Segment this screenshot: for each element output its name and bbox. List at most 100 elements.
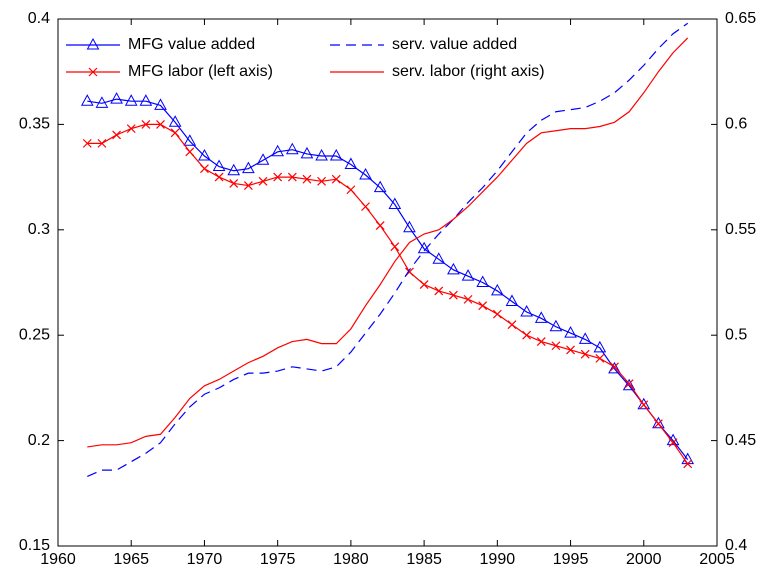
marker-x: [214, 172, 224, 182]
legend-marker: [88, 67, 98, 77]
marker-triangle: [124, 94, 138, 106]
marker-x: [258, 176, 268, 186]
marker-x: [390, 242, 400, 252]
x-tick-label: 1980: [333, 551, 369, 568]
marker-x: [551, 341, 561, 351]
marker-triangle: [183, 134, 197, 146]
x-tick-label: 1995: [553, 551, 589, 568]
marker-x: [434, 286, 444, 296]
marker-x: [419, 280, 429, 290]
marker-triangle: [242, 161, 255, 174]
marker-triangle: [315, 148, 328, 161]
marker-triangle: [403, 220, 416, 233]
legend-label: serv. labor (right axis): [392, 63, 545, 80]
legend-label: MFG labor (left axis): [128, 63, 273, 80]
marker-x: [273, 172, 283, 182]
marker-x: [287, 172, 297, 182]
marker-x: [639, 400, 649, 410]
x-tick-label: 2005: [699, 551, 735, 568]
y-tick-label: 0.15: [19, 537, 50, 554]
marker-triangle: [256, 153, 270, 165]
marker-x: [126, 124, 136, 134]
marker-triangle: [476, 275, 490, 287]
marker-triangle: [652, 416, 665, 429]
marker-triangle: [578, 332, 592, 344]
marker-x: [156, 119, 165, 129]
marker-x: [375, 221, 385, 231]
legend-marker: [86, 37, 100, 50]
marker-triangle: [154, 98, 167, 110]
marker-triangle: [505, 294, 519, 306]
marker-triangle: [637, 397, 651, 410]
marker-x: [82, 138, 92, 148]
marker-x: [653, 419, 663, 429]
marker-x: [141, 119, 151, 129]
marker-triangle: [329, 148, 343, 161]
marker-x: [229, 178, 239, 188]
marker-x: [463, 294, 473, 304]
x-tick-label: 1965: [113, 551, 149, 568]
series-line: [87, 98, 689, 460]
y-tick-label: 0.25: [19, 326, 50, 343]
marker-triangle: [168, 115, 182, 127]
y2-tick-label: 0.65: [725, 10, 756, 27]
marker-x: [683, 459, 693, 469]
marker-x: [346, 185, 356, 195]
marker-triangle: [95, 96, 109, 108]
y2-tick-label: 0.4: [725, 537, 747, 554]
x-tick-label: 1970: [187, 551, 223, 568]
y2-tick-label: 0.6: [725, 116, 747, 133]
y2-tick-label: 0.55: [725, 221, 756, 238]
marker-x: [566, 345, 575, 355]
x-tick-label: 1960: [40, 551, 76, 568]
marker-triangle: [285, 142, 299, 155]
marker-triangle: [227, 163, 241, 176]
marker-x: [478, 301, 488, 311]
marker-x: [112, 130, 122, 140]
x-tick-label: 1990: [480, 551, 516, 568]
marker-x: [580, 349, 590, 359]
marker-triangle: [622, 378, 636, 391]
marker-triangle: [549, 319, 563, 332]
marker-triangle: [373, 180, 387, 193]
x-tick-label: 2000: [626, 551, 662, 568]
y-tick-label: 0.35: [19, 116, 50, 133]
marker-x: [668, 438, 678, 448]
marker-triangle: [344, 157, 358, 169]
marker-triangle: [608, 361, 621, 374]
marker-triangle: [80, 94, 94, 106]
legend-label: serv. value added: [392, 36, 517, 53]
marker-x: [317, 176, 327, 186]
marker-x: [448, 290, 458, 300]
marker-triangle: [212, 159, 226, 172]
y-tick-label: 0.3: [28, 221, 50, 238]
marker-triangle: [432, 252, 446, 264]
marker-x: [492, 309, 502, 319]
marker-triangle: [534, 311, 548, 323]
series-line: [87, 37, 689, 448]
marker-x: [185, 147, 195, 157]
marker-x: [170, 128, 180, 138]
legend-label: MFG value added: [128, 36, 255, 53]
y-tick-label: 0.4: [28, 10, 50, 27]
marker-x: [610, 362, 619, 372]
marker-triangle: [359, 167, 372, 180]
marker-x: [595, 353, 605, 363]
marker-x: [624, 379, 634, 389]
marker-x: [522, 330, 532, 340]
marker-x: [507, 320, 517, 330]
marker-x: [97, 138, 107, 148]
series-line: [87, 22, 689, 477]
x-tick-label: 1985: [406, 551, 442, 568]
marker-triangle: [447, 262, 460, 275]
marker-triangle: [300, 146, 314, 159]
marker-x: [361, 202, 370, 212]
marker-triangle: [110, 92, 123, 104]
marker-triangle: [564, 326, 577, 338]
x-tick-label: 1975: [260, 551, 296, 568]
plot-frame: [57, 18, 718, 547]
marker-x: [243, 181, 253, 190]
marker-triangle: [520, 304, 533, 317]
marker-triangle: [139, 94, 153, 106]
